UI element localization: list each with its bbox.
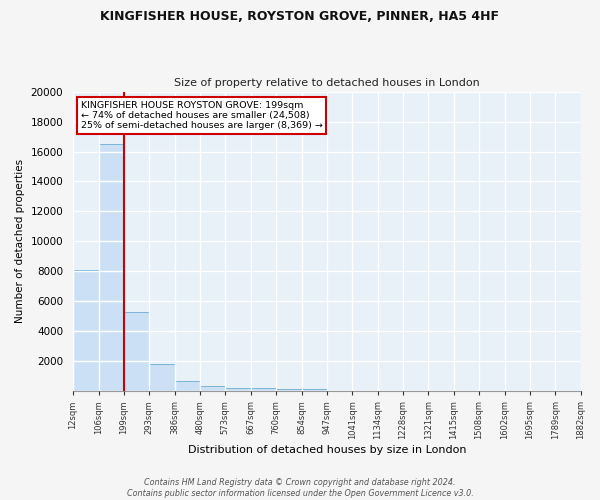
- Bar: [98, 144, 124, 392]
- Bar: [251, 388, 276, 392]
- Title: Size of property relative to detached houses in London: Size of property relative to detached ho…: [174, 78, 479, 88]
- Text: KINGFISHER HOUSE ROYSTON GROVE: 199sqm
← 74% of detached houses are smaller (24,: KINGFISHER HOUSE ROYSTON GROVE: 199sqm ←…: [80, 100, 323, 130]
- Text: Contains HM Land Registry data © Crown copyright and database right 2024.
Contai: Contains HM Land Registry data © Crown c…: [127, 478, 473, 498]
- Bar: [149, 364, 175, 392]
- X-axis label: Distribution of detached houses by size in London: Distribution of detached houses by size …: [188, 445, 466, 455]
- Bar: [175, 381, 200, 392]
- Bar: [225, 388, 251, 392]
- Bar: [73, 270, 98, 392]
- Bar: [124, 312, 149, 392]
- Bar: [276, 389, 302, 392]
- Bar: [302, 390, 327, 392]
- Y-axis label: Number of detached properties: Number of detached properties: [15, 160, 25, 324]
- Text: KINGFISHER HOUSE, ROYSTON GROVE, PINNER, HA5 4HF: KINGFISHER HOUSE, ROYSTON GROVE, PINNER,…: [101, 10, 499, 23]
- Bar: [200, 386, 225, 392]
